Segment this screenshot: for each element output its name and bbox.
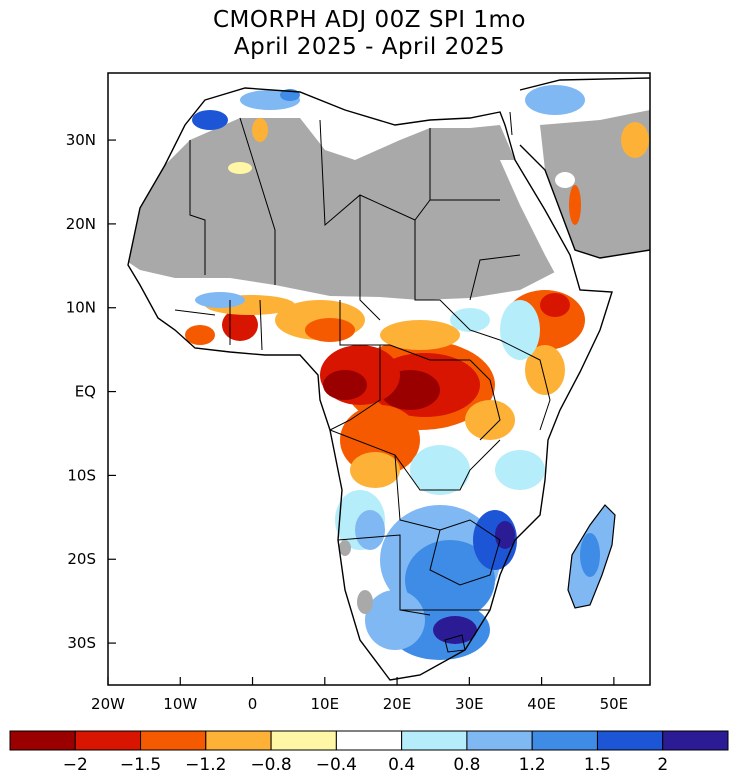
map-subtitle: April 2025 - April 2025 — [233, 34, 506, 60]
colorbar: −2 −1.5 −1.2 −0.8 −0.4 0.4 0.8 1.2 1.5 2 — [9, 730, 729, 775]
lon-tick-label: 0 — [248, 695, 258, 713]
lat-tick-label: 30S — [67, 634, 96, 652]
red-sea — [500, 160, 580, 292]
colorbar-swatch — [466, 730, 533, 751]
colorbar-swatch — [270, 730, 337, 751]
country-borders — [174, 111, 551, 653]
lat-tick-label: 20N — [66, 215, 96, 233]
lon-tick-label: 20W — [91, 695, 125, 713]
colorbar-swatch — [74, 730, 142, 751]
lat-tick-label: 30N — [66, 131, 96, 149]
colorbar-label: 2 — [657, 755, 668, 775]
map-frame — [107, 72, 651, 686]
colorbar-swatch — [9, 730, 76, 751]
lon-tick-label: 50E — [600, 695, 629, 713]
lon-tick-label: 10W — [163, 695, 197, 713]
colorbar-swatch — [596, 730, 664, 751]
colorbar-label: 1.2 — [519, 755, 546, 775]
lon-tick-label: 20E — [383, 695, 412, 713]
lat-tick-label: 10N — [66, 299, 96, 317]
colorbar-swatch — [531, 730, 598, 751]
lon-tick-label: 10E — [311, 695, 340, 713]
lon-tick-label: 30E — [455, 695, 484, 713]
lat-tick-label: 10S — [67, 466, 96, 484]
colorbar-swatch — [140, 730, 207, 751]
lat-tick-label: EQ — [75, 383, 96, 401]
colorbar-swatch — [662, 730, 729, 751]
colorbar-label: −2 — [63, 755, 88, 775]
colorbar-label: −1.2 — [185, 755, 226, 775]
colorbar-label: −0.4 — [316, 755, 357, 775]
colorbar-label: 1.5 — [584, 755, 611, 775]
lat-tick-label: 20S — [67, 550, 96, 568]
colorbar-swatch — [335, 730, 403, 751]
colorbar-label: −1.5 — [120, 755, 161, 775]
colorbar-label: 0.4 — [388, 755, 415, 775]
lon-tick-label: 40E — [527, 695, 556, 713]
map-title: CMORPH ADJ 00Z SPI 1mo — [212, 7, 526, 33]
colorbar-swatch — [401, 730, 468, 751]
colorbar-swatch — [205, 730, 272, 751]
colorbar-label: 0.8 — [453, 755, 480, 775]
colorbar-label: −0.8 — [250, 755, 291, 775]
